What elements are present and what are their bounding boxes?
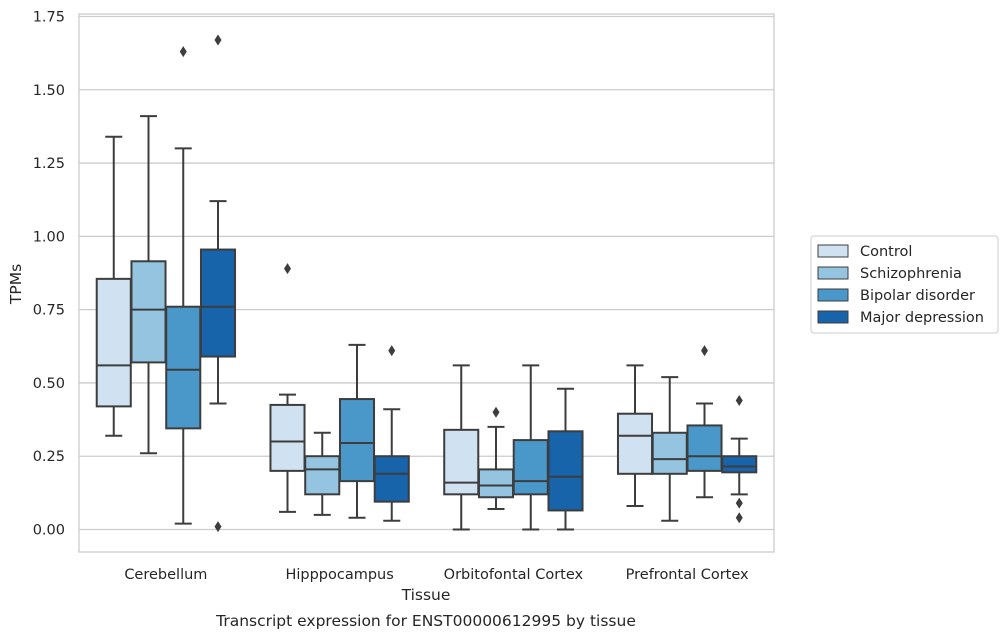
iqr-box: [547, 430, 584, 512]
x-tick-label: Cerebellum: [124, 567, 207, 583]
box-schizophrenia: [651, 376, 688, 522]
outlier-point: [388, 345, 396, 357]
box-control: [95, 135, 132, 437]
y-axis-label: TPMs: [7, 264, 25, 305]
x-axis-label: Tissue: [401, 586, 451, 604]
outlier-point: [179, 46, 187, 58]
iqr-box: [721, 455, 758, 474]
y-axis-ticks: 0.00 0.25 0.50 0.75 1.00 1.25 1.50 1.75: [33, 10, 65, 539]
legend-swatch: [817, 288, 849, 302]
y-tick-label: 1.00: [33, 229, 65, 245]
y-tick-label: 0.00: [33, 523, 65, 539]
outlier-point: [214, 34, 222, 46]
iqr-box: [95, 277, 132, 408]
legend-frame: [810, 235, 999, 334]
iqr-box: [651, 431, 688, 475]
iqr-box: [616, 412, 654, 475]
outlier-point: [492, 406, 500, 418]
box-control: [616, 364, 654, 508]
box-major-depression: [547, 387, 584, 531]
box-bipolar-disorder: [686, 345, 723, 499]
plot-frame: [78, 13, 775, 553]
y-tick-label: 0.75: [33, 303, 65, 319]
legend-swatch: [817, 244, 849, 258]
box-series: [95, 34, 758, 533]
y-tick-label: 0.25: [33, 449, 65, 465]
box-bipolar-disorder: [338, 343, 376, 519]
legend-label: Schizophrenia: [860, 266, 962, 282]
outlier-point: [735, 395, 743, 407]
box-schizophrenia: [304, 431, 341, 516]
box-major-depression: [721, 395, 758, 524]
y-tick-label: 1.50: [33, 83, 65, 99]
iqr-box: [304, 455, 341, 496]
box-schizophrenia: [130, 115, 167, 455]
box-major-depression: [373, 345, 410, 522]
box-control: [443, 364, 480, 531]
x-axis-ticks: Cerebellum Hipppocampus Orbitofontal Corte…: [124, 567, 749, 583]
iqr-box: [199, 248, 237, 358]
outlier-point: [735, 512, 743, 524]
legend-label: Bipolar disorder: [860, 288, 975, 304]
y-tick-label: 1.75: [33, 10, 65, 26]
box-control: [269, 263, 306, 513]
y-tick-label: 0.50: [33, 376, 65, 392]
outlier-point: [214, 521, 222, 533]
legend-label: Major depression: [860, 310, 984, 326]
outlier-point: [735, 497, 743, 509]
outlier-point: [284, 263, 291, 275]
iqr-box: [443, 428, 480, 496]
x-tick-label: Orbitofontal Cortex: [444, 567, 584, 583]
legend: Control Schizophrenia Bipolar disorder Majo…: [810, 235, 999, 334]
iqr-box: [338, 398, 376, 483]
legend-swatch: [817, 310, 849, 324]
iqr-box: [512, 439, 549, 496]
iqr-box: [269, 403, 306, 472]
box-major-depression: [199, 34, 237, 533]
y-tick-label: 1.25: [33, 156, 65, 172]
iqr-box: [686, 424, 723, 472]
legend-swatch: [817, 266, 849, 280]
iqr-box: [165, 305, 202, 430]
iqr-box: [477, 468, 515, 499]
box-bipolar-disorder: [165, 46, 202, 525]
iqr-box: [373, 455, 410, 503]
chart-title: Transcript expression for ENST0000061299…: [215, 612, 636, 630]
legend-label: Control: [860, 244, 912, 260]
box-schizophrenia: [477, 406, 515, 510]
x-tick-label: Hipppocampus: [285, 567, 393, 583]
box-bipolar-disorder: [512, 364, 549, 531]
x-tick-label: Prefrontal Cortex: [626, 567, 749, 583]
iqr-box: [130, 260, 167, 364]
outlier-point: [701, 345, 708, 357]
